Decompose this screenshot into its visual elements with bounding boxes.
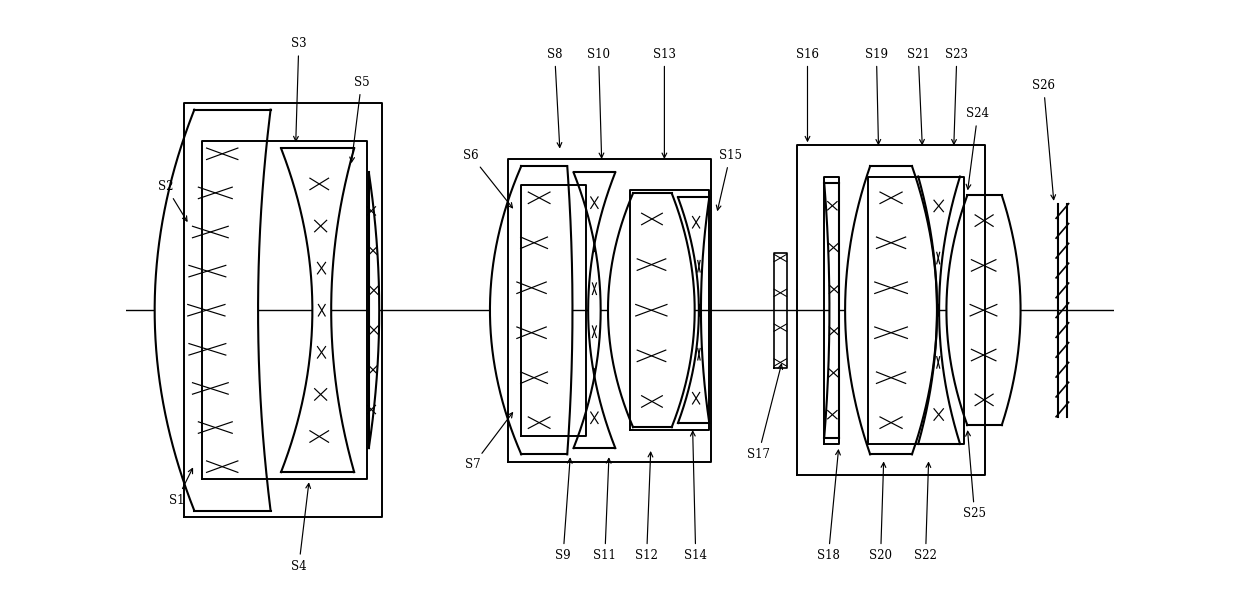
Text: S15: S15	[717, 149, 742, 210]
Polygon shape	[368, 173, 379, 448]
Polygon shape	[678, 198, 709, 423]
Text: S1: S1	[169, 468, 192, 507]
Text: S5: S5	[350, 76, 370, 162]
Text: S10: S10	[587, 48, 610, 158]
Polygon shape	[946, 195, 1021, 425]
Polygon shape	[155, 110, 270, 511]
Text: S11: S11	[594, 459, 616, 562]
Polygon shape	[490, 166, 573, 454]
Text: S12: S12	[635, 452, 658, 562]
Text: S4: S4	[291, 484, 310, 573]
Text: S6: S6	[464, 149, 512, 208]
Text: S18: S18	[817, 450, 841, 562]
Text: S17: S17	[746, 364, 782, 461]
Text: S23: S23	[945, 48, 968, 144]
Polygon shape	[825, 183, 838, 437]
Text: S21: S21	[906, 48, 930, 144]
Text: S20: S20	[869, 462, 892, 562]
Polygon shape	[281, 148, 355, 472]
Text: S25: S25	[963, 431, 986, 520]
Text: S26: S26	[1032, 79, 1055, 199]
Text: S16: S16	[796, 48, 818, 141]
Polygon shape	[846, 166, 937, 454]
Polygon shape	[918, 176, 960, 444]
Text: S19: S19	[866, 48, 888, 144]
Text: S8: S8	[547, 48, 563, 148]
Text: S9: S9	[556, 459, 572, 562]
Text: S13: S13	[653, 48, 676, 158]
Text: S14: S14	[684, 431, 707, 562]
Polygon shape	[608, 193, 694, 427]
Text: S3: S3	[291, 37, 306, 141]
Text: S2: S2	[159, 181, 187, 221]
Polygon shape	[574, 173, 615, 448]
Text: S7: S7	[465, 413, 512, 472]
Text: S22: S22	[914, 462, 937, 562]
Text: S24: S24	[966, 107, 990, 189]
